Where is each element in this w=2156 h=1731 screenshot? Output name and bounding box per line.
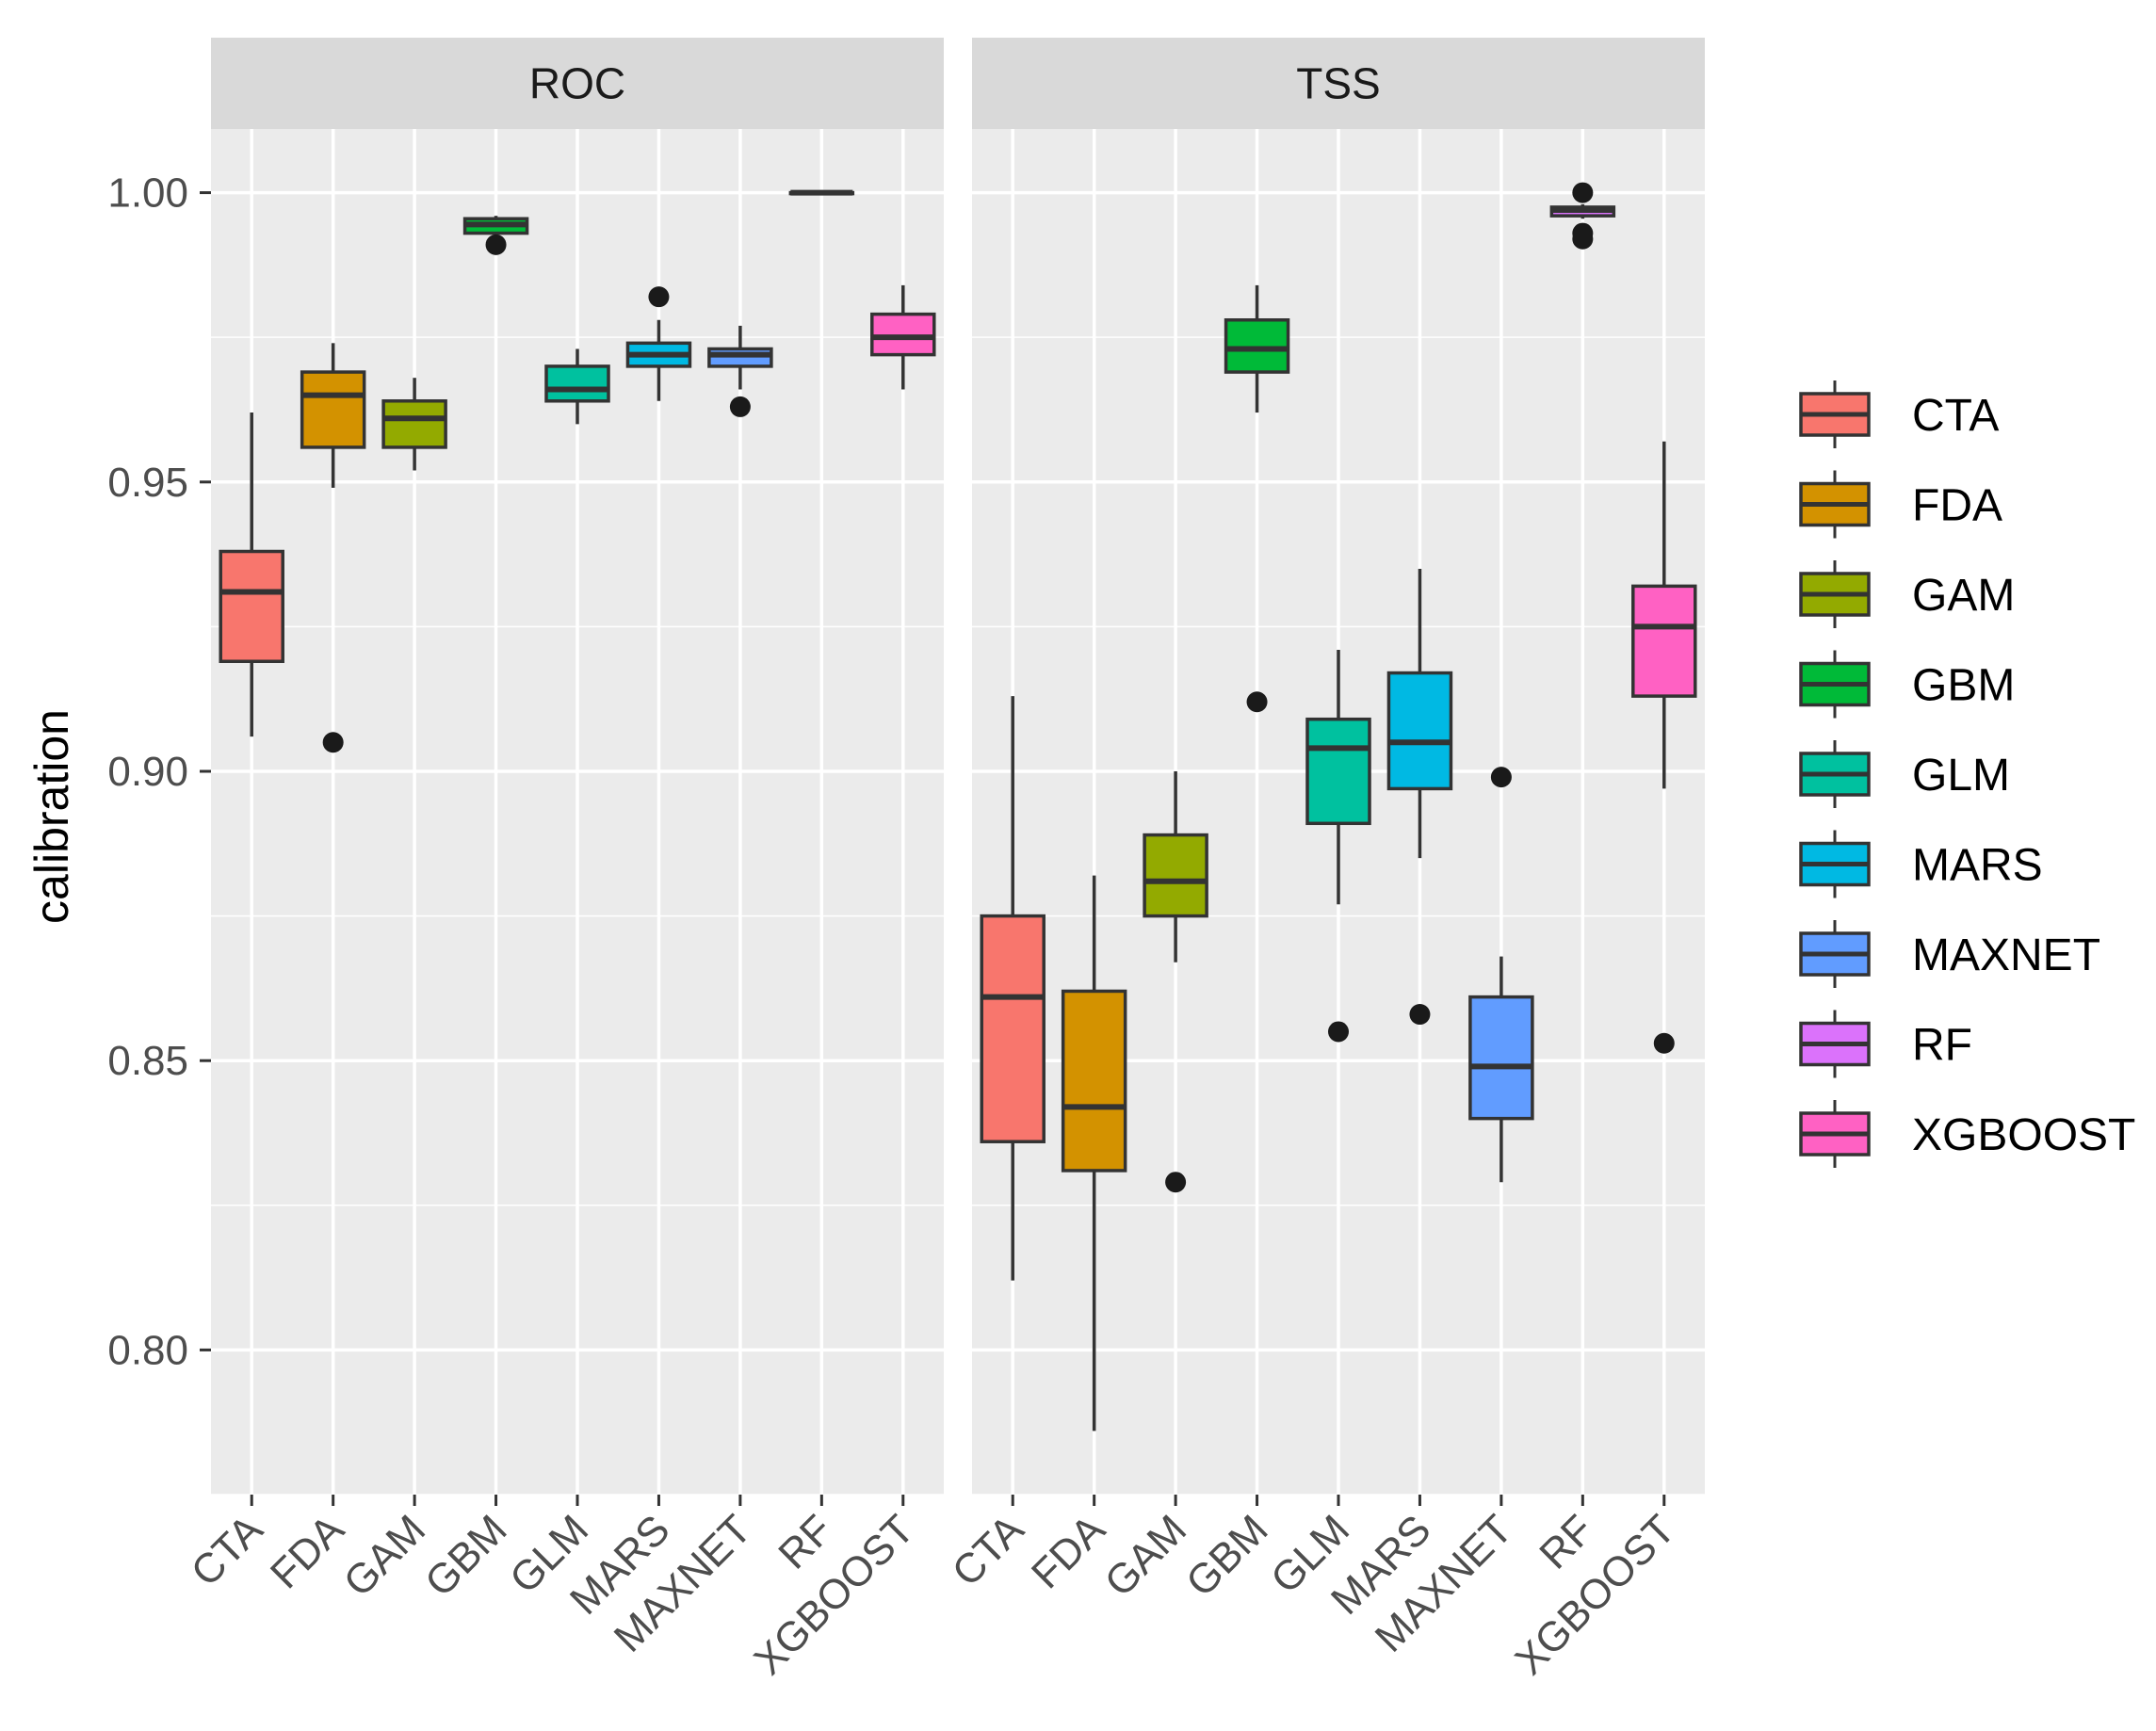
box-gbm: [1224, 284, 1290, 713]
box-gbm: [462, 216, 529, 255]
box-maxnet: [1468, 767, 1534, 1183]
box-cta: [219, 413, 284, 737]
box-body: [219, 549, 284, 664]
legend-label: XGBOOST: [1912, 1110, 2135, 1160]
box-body: [707, 347, 773, 368]
box-xgboost: [870, 284, 936, 390]
y-tick-label: 0.95: [107, 460, 188, 506]
y-tick-label: 0.85: [107, 1038, 188, 1084]
legend-item-rf: RF: [1799, 1010, 1972, 1078]
legend-label: GAM: [1912, 571, 2015, 621]
box-fda: [1061, 875, 1127, 1432]
legend-label: MARS: [1912, 841, 2043, 891]
legend-item-glm: GLM: [1799, 740, 2010, 808]
strip-header: [211, 38, 944, 129]
box-body: [980, 914, 1046, 1143]
x-tick-label: CTA: [944, 1506, 1033, 1595]
x-tick-label: FDA: [1023, 1506, 1114, 1597]
legend-item-cta: CTA: [1799, 380, 1999, 448]
legend-item-xgboost: XGBOOST: [1799, 1100, 2135, 1168]
strip-label: ROC: [529, 59, 625, 108]
legend-item-gam: GAM: [1799, 560, 2015, 628]
legend-label: RF: [1912, 1021, 1972, 1071]
legend-item-fda: FDA: [1799, 470, 2002, 539]
outlier-point: [1409, 1004, 1431, 1026]
legend-label: GLM: [1912, 751, 2010, 801]
box-rf: [1549, 182, 1616, 250]
y-tick-label: 1.00: [107, 170, 188, 217]
box-maxnet: [707, 325, 773, 417]
legend: CTA FDA GAM GBM GLM MARS MAXNET RF XGBOOST: [1799, 380, 2135, 1168]
box-body: [1631, 584, 1697, 698]
outlier-point: [1490, 767, 1512, 788]
legend-item-mars: MARS: [1799, 830, 2043, 898]
box-body: [1386, 671, 1453, 791]
box-gam: [381, 378, 447, 471]
outlier-point: [1572, 182, 1594, 203]
box-body: [870, 312, 936, 357]
strip-header: [972, 38, 1705, 129]
x-tick-label: GBM: [416, 1506, 516, 1606]
box-body: [1143, 833, 1208, 918]
box-fda: [300, 343, 366, 753]
legend-item-maxnet: MAXNET: [1799, 920, 2100, 988]
box-mars: [625, 286, 692, 401]
box-glm: [1305, 649, 1371, 1043]
outlier-point: [1328, 1021, 1349, 1043]
outlier-point: [1246, 691, 1268, 713]
box-body: [1305, 717, 1371, 826]
box-body: [1061, 989, 1127, 1173]
box-body: [544, 364, 610, 403]
box-xgboost: [1631, 441, 1697, 1054]
outlier-point: [322, 732, 344, 753]
strip-label: TSS: [1296, 59, 1380, 108]
y-axis: 0.80 0.85 0.90 0.95 1.00: [107, 170, 211, 1373]
box-mars: [1386, 568, 1453, 1026]
legend-item-gbm: GBM: [1799, 650, 2015, 719]
x-tick-label: FDA: [262, 1506, 353, 1597]
x-tick-label: GAM: [335, 1506, 435, 1606]
legend-label: CTA: [1912, 391, 1999, 441]
box-glm: [544, 348, 610, 425]
legend-label: FDA: [1912, 481, 2002, 531]
box-cta: [980, 696, 1046, 1281]
outlier-point: [729, 396, 751, 417]
outlier-point: [485, 234, 507, 255]
box-body: [381, 399, 447, 449]
box-gam: [1143, 770, 1208, 1193]
x-tick-label: CTA: [183, 1506, 272, 1595]
box-body: [1224, 318, 1290, 374]
x-tick-label: GBM: [1177, 1506, 1277, 1606]
box-body: [1468, 995, 1534, 1121]
y-tick-label: 0.90: [107, 749, 188, 795]
outlier-point: [1572, 222, 1594, 244]
box-rf: [788, 189, 855, 196]
legend-label: MAXNET: [1912, 930, 2100, 980]
outlier-point: [1165, 1172, 1187, 1193]
outlier-point: [648, 286, 670, 308]
y-axis-title: calibration: [25, 709, 78, 924]
box-body: [300, 370, 366, 449]
y-tick-label: 0.80: [107, 1327, 188, 1373]
legend-label: GBM: [1912, 661, 2015, 711]
outlier-point: [1653, 1032, 1675, 1054]
x-tick-label: GAM: [1096, 1506, 1196, 1606]
